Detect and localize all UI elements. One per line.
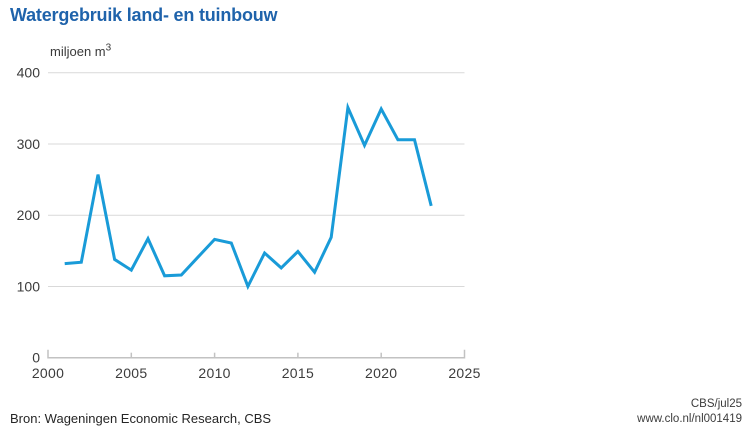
x-tick-label-2010: 2010 — [198, 365, 230, 381]
x-axis-labels: 2000 2005 2010 2015 2020 2025 — [32, 365, 481, 381]
unit-superscript: 3 — [105, 42, 112, 54]
credit-label: CBS/jul25 — [690, 398, 742, 410]
y-tick-label-400: 400 — [17, 65, 41, 81]
data-line — [64, 102, 433, 291]
x-tick-label-2020: 2020 — [365, 365, 397, 381]
y-tick-label-300: 300 — [17, 136, 41, 152]
gridlines — [48, 72, 465, 287]
y-axis-unit-label: miljoen m3 — [50, 42, 112, 59]
y-tick-label-200: 200 — [17, 207, 41, 223]
x-axis-line — [47, 349, 466, 359]
data-series — [64, 102, 433, 291]
x-tick-label-2000: 2000 — [32, 365, 64, 381]
x-axis — [47, 349, 466, 359]
y-tick-label-100: 100 — [17, 278, 41, 294]
unit-text: miljoen m — [50, 44, 106, 59]
x-tick-label-2005: 2005 — [115, 365, 147, 381]
url-label: www.clo.nl/nl001419 — [637, 412, 742, 425]
x-tick-label-2015: 2015 — [282, 365, 314, 381]
chart-title: Watergebruik land- en tuinbouw — [10, 5, 278, 25]
line-chart: 0 100 200 300 400 2000 2005 2010 2015 2020 2025 — [17, 65, 481, 381]
footer-meta: CBS/jul25 www.clo.nl/nl001419 — [637, 397, 742, 426]
x-tick-label-2025: 2025 — [448, 365, 480, 381]
y-tick-label-0: 0 — [32, 350, 40, 366]
y-axis-labels: 0 100 200 300 400 — [17, 65, 41, 366]
source-note: Bron: Wageningen Economic Research, CBS — [10, 411, 272, 426]
